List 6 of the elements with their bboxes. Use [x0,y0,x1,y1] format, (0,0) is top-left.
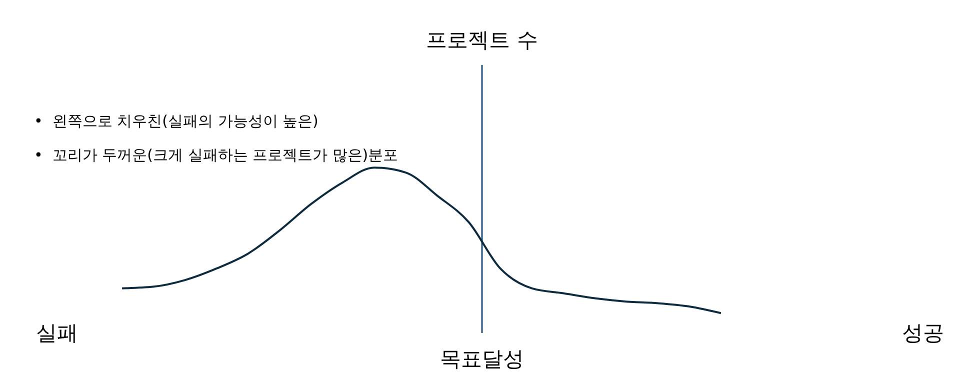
text: 성공 [902,320,944,347]
text: • 왼쪽으로 치우친(실패의 가능성이 높은) [34,112,318,131]
text: 프로젝트 수 [426,27,538,54]
text: • 꼬리가 두꺼운(크게 실패하는 프로젝트가 많은)분포 [34,146,398,165]
x-axis-title: 목표달성 [440,346,524,373]
text: 실패 [36,320,78,347]
